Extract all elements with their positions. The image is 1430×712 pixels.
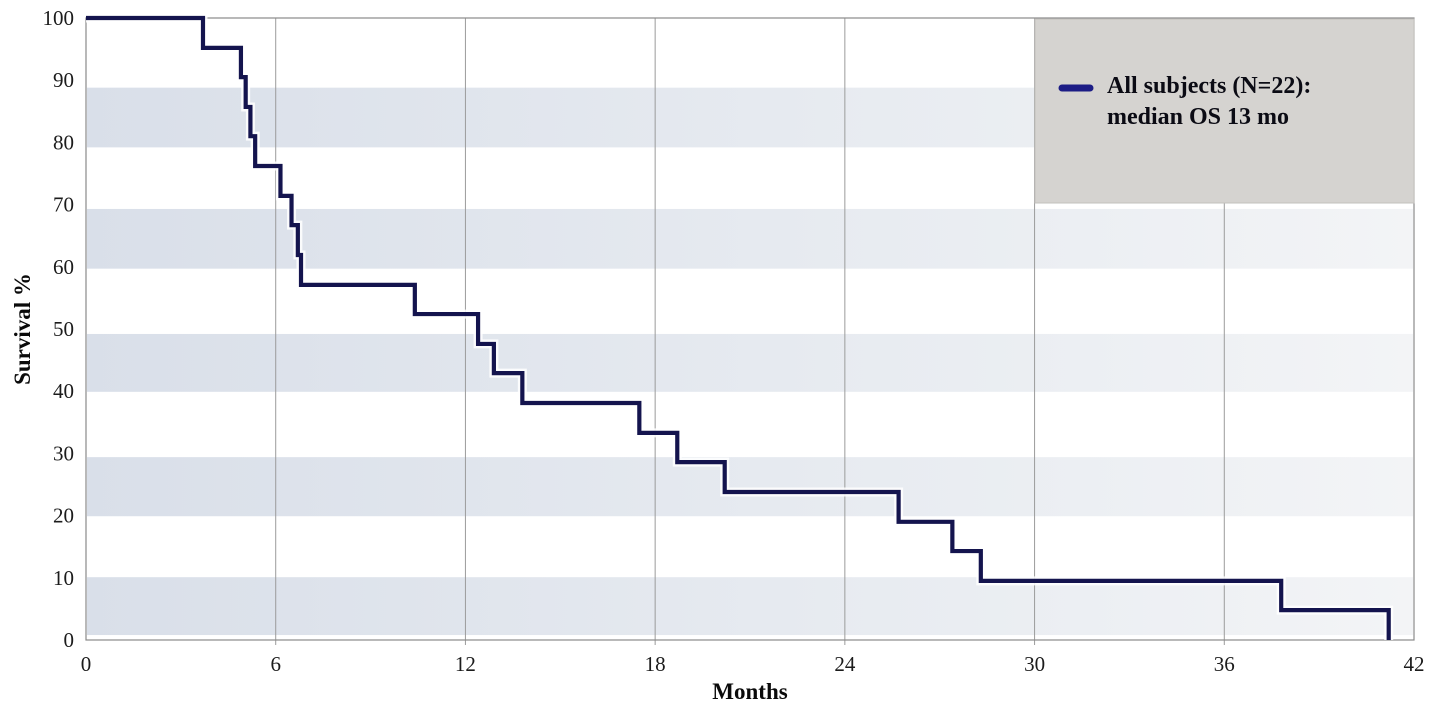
y-tick-label: 70: [53, 193, 74, 217]
y-tick-label: 90: [53, 68, 74, 92]
y-axis-title: Survival %: [10, 273, 35, 385]
survival-curve: [86, 13, 1394, 640]
plot-bands: [87, 87, 1413, 636]
x-tick-label: 42: [1404, 652, 1425, 676]
y-tick-label: 60: [53, 255, 74, 279]
legend-label-line2: median OS 13 mo: [1107, 104, 1289, 130]
x-tick-label: 24: [834, 652, 856, 676]
y-tick-label: 40: [53, 379, 74, 403]
legend-box: [1034, 18, 1415, 204]
plot-band: [87, 208, 1413, 269]
x-tick-label: 6: [270, 652, 281, 676]
x-tick-label: 12: [455, 652, 476, 676]
x-axis-tick-labels: 0 6 12 18 24 30 36 42: [81, 652, 1425, 676]
y-tick-label: 20: [53, 504, 74, 528]
y-tick-label: 50: [53, 317, 74, 341]
legend: All subjects (N=22): median OS 13 mo: [1034, 18, 1415, 204]
survival-curve-line: [86, 15, 1391, 640]
x-tick-label: 30: [1024, 652, 1045, 676]
x-tick-label: 18: [645, 652, 666, 676]
y-tick-label: 100: [43, 6, 75, 30]
x-axis-title: Months: [712, 679, 787, 704]
y-tick-label: 0: [64, 628, 75, 652]
legend-label-line1: All subjects (N=22):: [1107, 73, 1311, 99]
y-tick-label: 30: [53, 441, 74, 465]
y-tick-label: 80: [53, 130, 74, 154]
x-tick-label: 0: [81, 652, 92, 676]
y-axis-tick-labels: 0 10 20 30 40 50 60 70 80 90 100: [43, 6, 75, 652]
x-tick-label: 36: [1214, 652, 1235, 676]
plot-band: [87, 457, 1413, 517]
plot-band: [87, 577, 1413, 636]
plot-border: [85, 17, 1415, 641]
plot-band: [87, 333, 1413, 392]
y-tick-label: 10: [53, 566, 74, 590]
